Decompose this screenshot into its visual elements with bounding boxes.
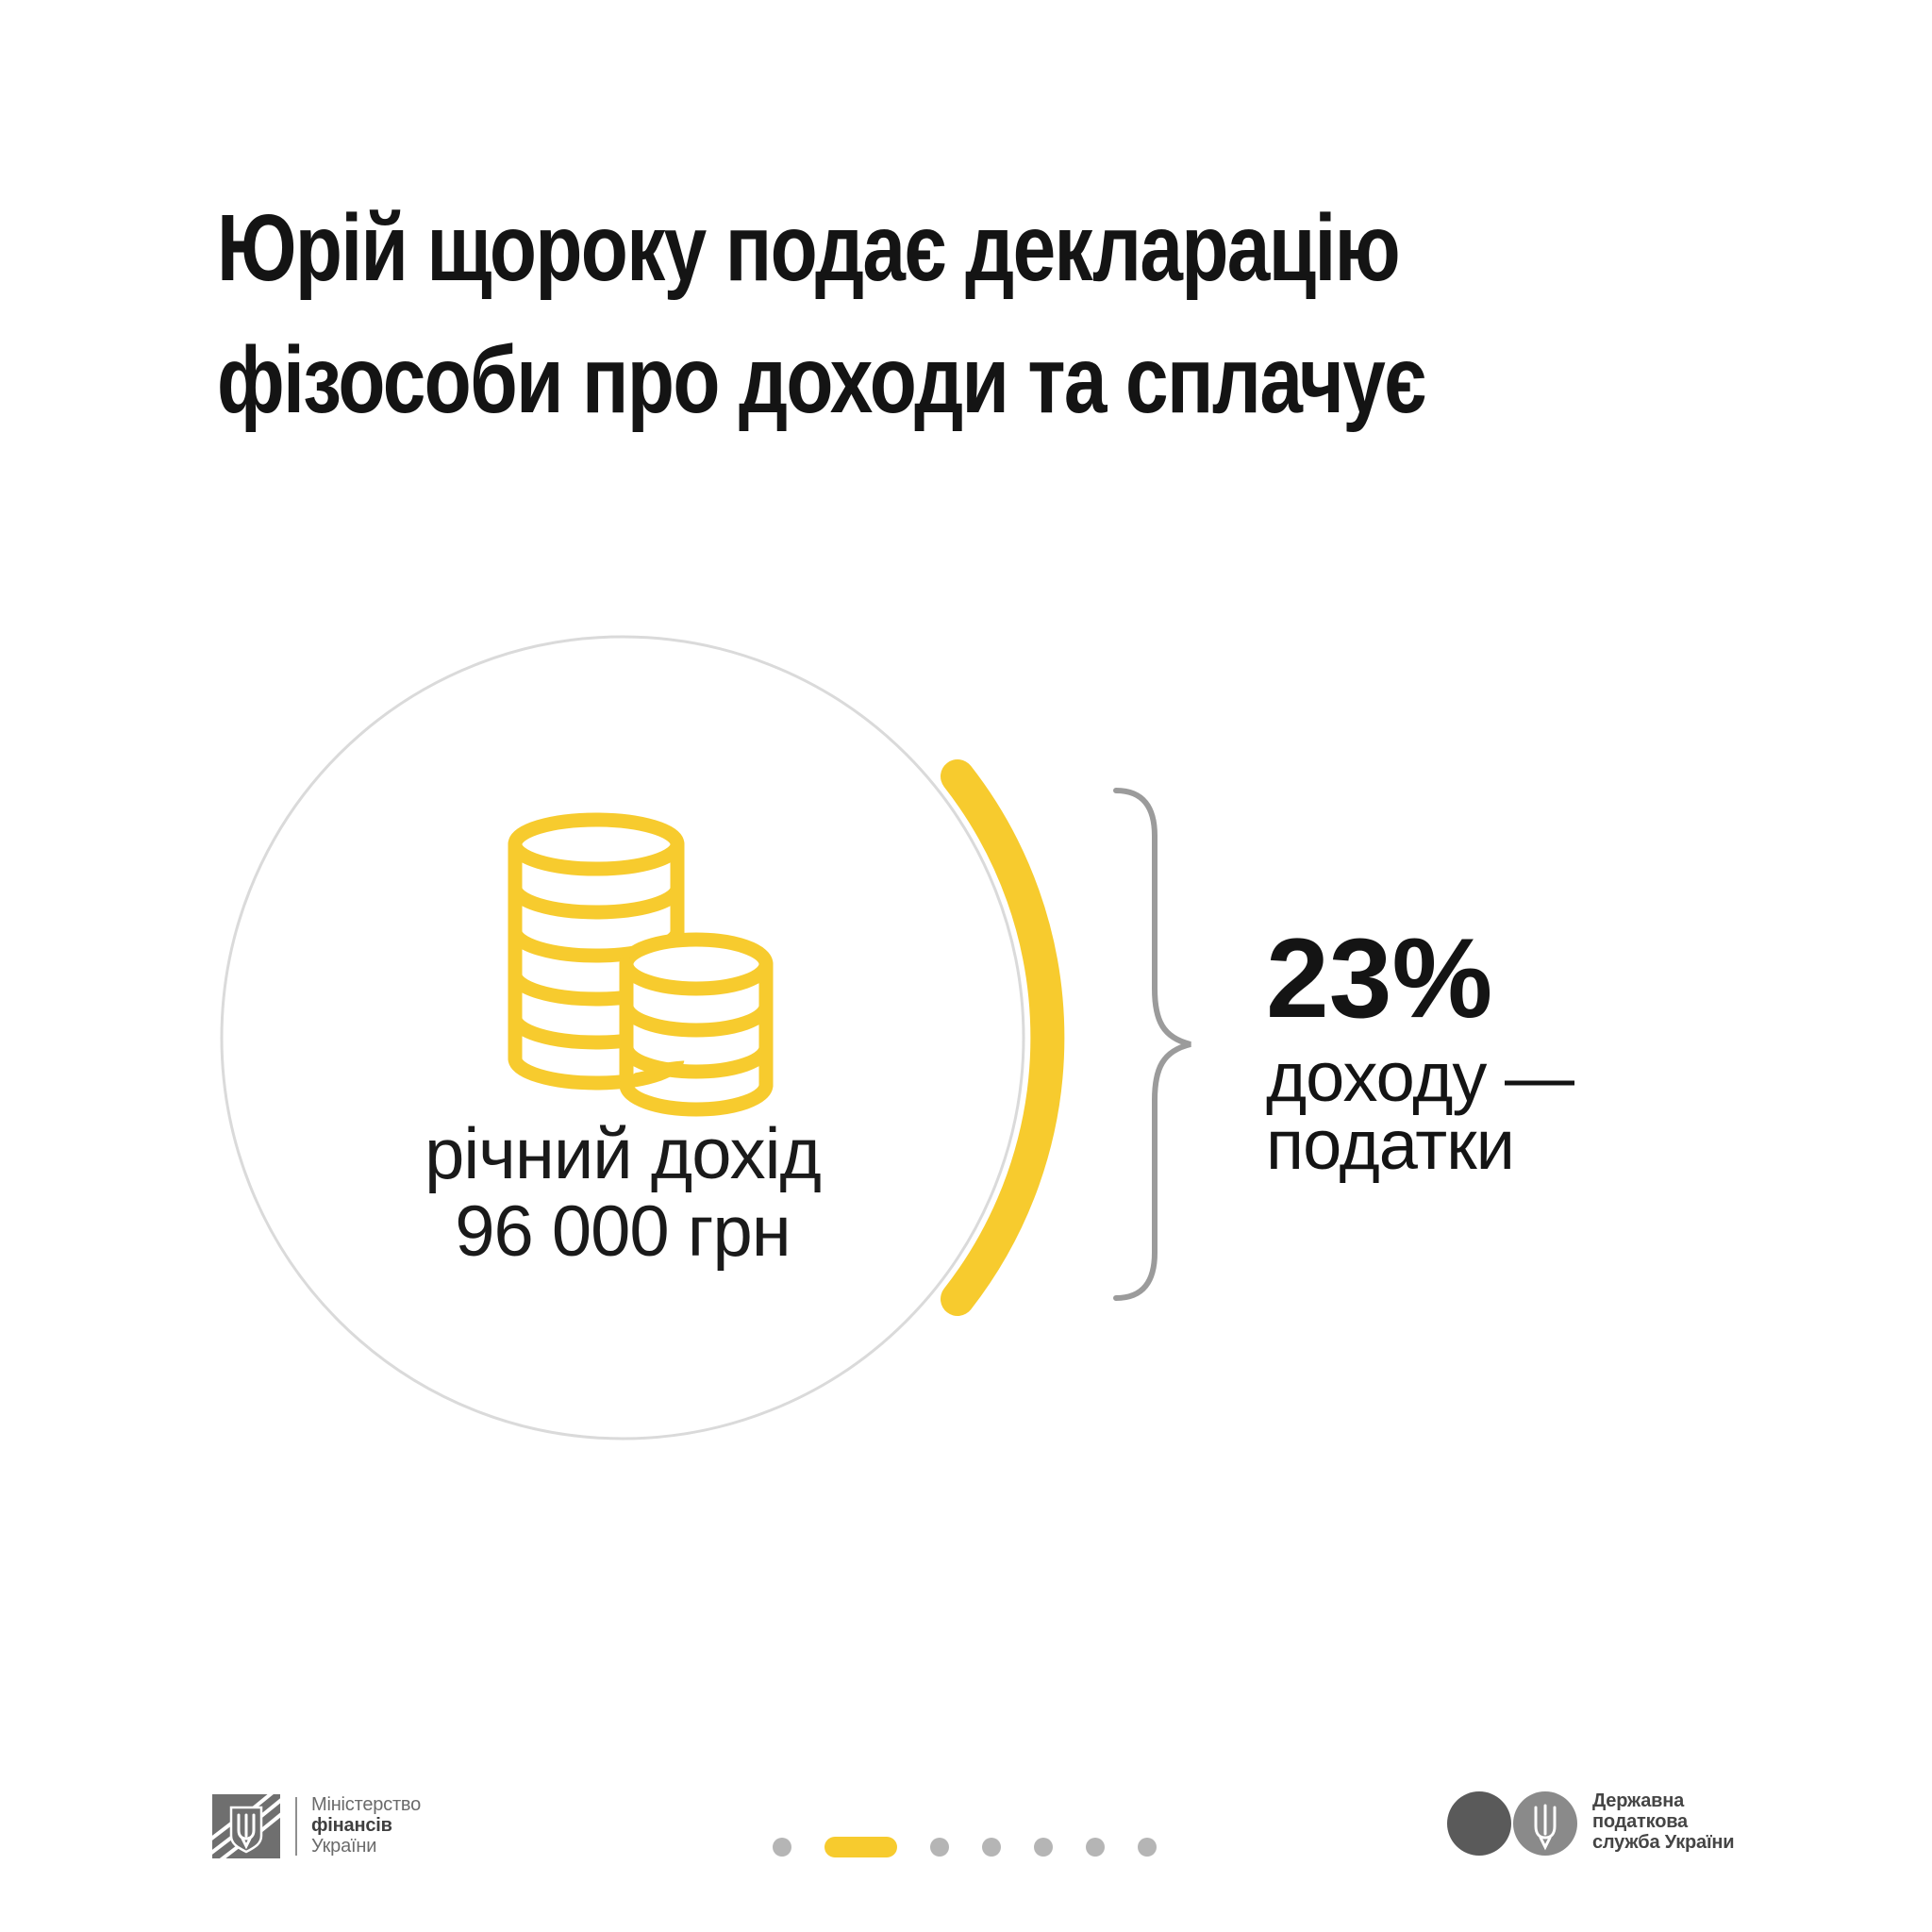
pagination-dot[interactable] bbox=[1086, 1838, 1105, 1857]
tax-percent: 23% bbox=[1266, 915, 1493, 1041]
tax-service-line3: служба України bbox=[1592, 1832, 1735, 1853]
income-label-line2: 96 000 грн bbox=[455, 1191, 791, 1272]
minfin-trident-emblem-icon bbox=[212, 1794, 280, 1858]
curly-brace bbox=[1113, 788, 1191, 1301]
minfin-line3: України bbox=[311, 1836, 377, 1857]
tax-service-trident-logo-icon bbox=[1447, 1791, 1577, 1856]
tax-callout-line1: доходу — bbox=[1266, 1038, 1574, 1116]
logo-divider bbox=[295, 1797, 297, 1856]
pagination-active-pill[interactable] bbox=[824, 1837, 897, 1857]
pagination-dot[interactable] bbox=[773, 1838, 791, 1857]
tax-service-logo: Державна податкова служба України bbox=[1447, 1790, 1735, 1857]
pagination-dot[interactable] bbox=[1138, 1838, 1157, 1857]
pagination-dot[interactable] bbox=[930, 1838, 949, 1857]
tax-share-arc bbox=[941, 759, 1065, 1316]
income-label: річний дохід 96 000 грн bbox=[311, 1116, 934, 1271]
coins-icon bbox=[508, 812, 774, 1117]
income-label-line1: річний дохід bbox=[425, 1114, 822, 1194]
tax-service-line2: податкова bbox=[1592, 1811, 1688, 1832]
pagination bbox=[773, 1837, 1157, 1857]
minfin-line1: Міністерство bbox=[311, 1794, 422, 1815]
minfin-logo: Міністерство фінансів України bbox=[212, 1794, 421, 1858]
page-title: Юрій щороку подає декларацію фізособи пр… bbox=[217, 195, 1426, 433]
minfin-line2: фінансів bbox=[311, 1815, 392, 1836]
pagination-dot[interactable] bbox=[1034, 1838, 1053, 1857]
pagination-dot[interactable] bbox=[982, 1838, 1001, 1857]
tax-callout: 23% доходу — податки bbox=[1266, 915, 1574, 1184]
tax-callout-line2: податки bbox=[1266, 1106, 1515, 1184]
tax-service-line1: Державна bbox=[1592, 1790, 1685, 1811]
